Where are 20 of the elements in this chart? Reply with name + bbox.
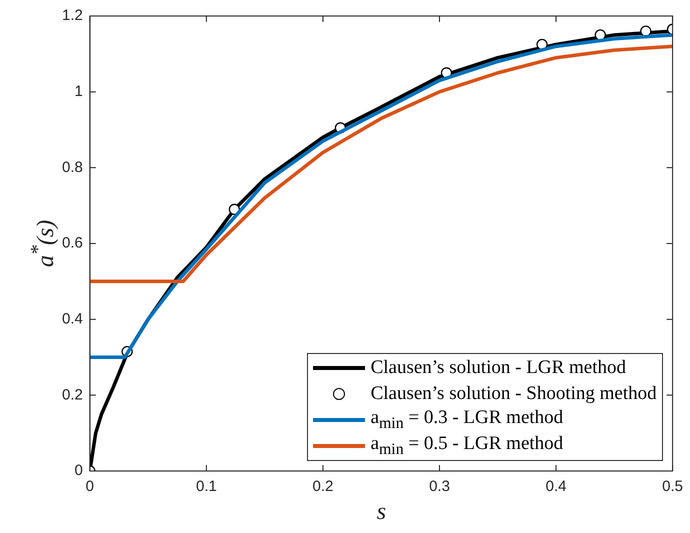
- y-tick-label: 0.2: [62, 386, 83, 404]
- x-tick-label: 0.3: [429, 478, 450, 496]
- x-axis-title: s: [376, 499, 386, 526]
- y-tick-label: 1.2: [62, 7, 83, 24]
- legend-label: Clausen’s solution - Shooting method: [370, 383, 657, 405]
- x-tick-label: 0.5: [662, 478, 684, 496]
- x-tick-label: 0.1: [196, 478, 217, 496]
- point: [640, 26, 652, 37]
- y-tick-label: 1: [74, 82, 83, 100]
- y-tick-label: 0.6: [62, 234, 83, 252]
- y-tick-label: 0.8: [62, 158, 83, 176]
- legend-label: Clausen’s solution - LGR method: [370, 357, 626, 379]
- x-tick-label: 0.2: [312, 478, 334, 496]
- x-tick-label: 0: [86, 478, 94, 496]
- legend-label: a$_{min}$ = 0.3 - LGR method: [370, 407, 564, 433]
- point: [594, 29, 606, 41]
- y-tick-label: 0.4: [62, 310, 83, 328]
- y-tick-label: 0: [74, 462, 83, 480]
- x-tick-label: 0.4: [546, 478, 566, 496]
- legend-label: a$_{min}$ = 0.5 - LGR method: [370, 433, 564, 459]
